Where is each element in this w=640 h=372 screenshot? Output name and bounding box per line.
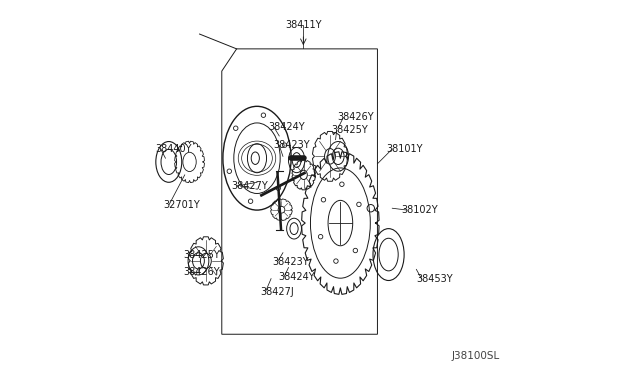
Text: 38424Y: 38424Y	[278, 272, 315, 282]
Text: 38102Y: 38102Y	[401, 205, 438, 215]
Text: 38453Y: 38453Y	[417, 275, 453, 284]
Text: 38423Y: 38423Y	[274, 140, 310, 150]
Text: 38424Y: 38424Y	[268, 122, 305, 132]
Text: 38423Y: 38423Y	[272, 257, 308, 267]
Text: 38101Y: 38101Y	[387, 144, 423, 154]
Text: 32701Y: 32701Y	[164, 199, 200, 209]
Text: J38100SL: J38100SL	[451, 351, 500, 361]
Text: 38427Y: 38427Y	[231, 181, 268, 191]
Text: 38425Y: 38425Y	[183, 250, 220, 260]
Text: 38427J: 38427J	[260, 286, 294, 296]
Text: 38411Y: 38411Y	[285, 20, 321, 30]
Text: 38426Y: 38426Y	[183, 267, 220, 277]
Text: 38426Y: 38426Y	[338, 112, 374, 122]
Text: 38440Y: 38440Y	[155, 144, 191, 154]
Text: 38425Y: 38425Y	[331, 125, 368, 135]
